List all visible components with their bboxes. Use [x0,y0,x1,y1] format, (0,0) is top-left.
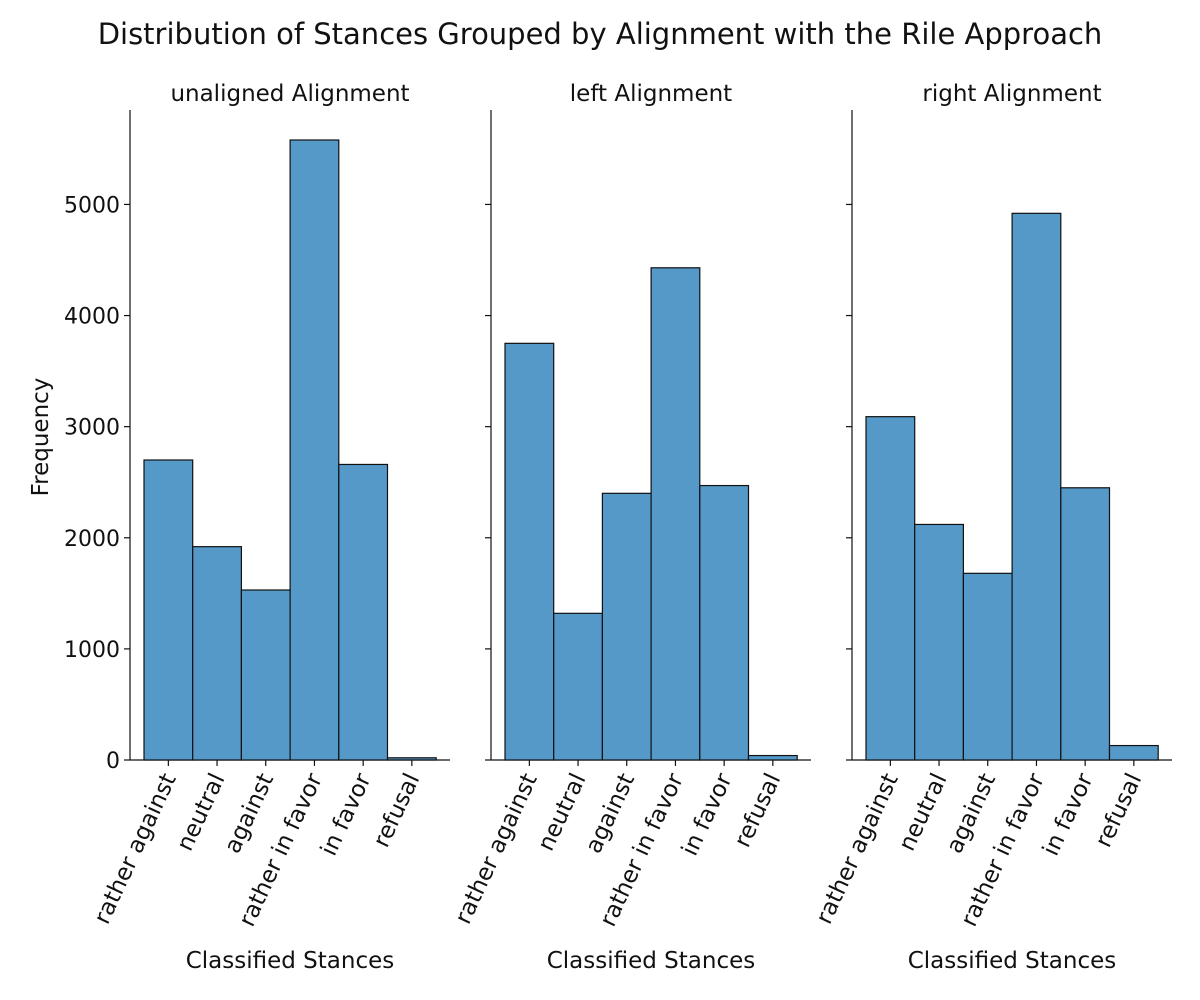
panel-0: unaligned Alignment 0 1000 2000 3000 4000 5000… [64,81,450,974]
bar [386,757,437,761]
x-axis-label: Classified Stances [908,948,1117,974]
bar [914,523,965,761]
bar [1011,212,1062,761]
y-tick-label: 2000 [64,527,120,552]
x-tick-label: rather against [811,770,903,929]
chart-title: Distribution of Stances Grouped by Align… [98,17,1103,51]
bar [240,589,291,761]
bar [1060,487,1111,761]
y-axis-label: Frequency [28,378,54,497]
bar [289,139,340,761]
bar [553,612,604,761]
y-tick-label: 3000 [64,416,120,441]
y-tick-label: 4000 [64,305,120,330]
bar [504,342,555,761]
x-axis-label: Classified Stances [547,948,756,974]
bar [143,459,194,761]
y-tick-label: 1000 [64,638,120,663]
panel-title: right Alignment [922,81,1101,107]
x-tick-label: refusal [369,770,426,852]
x-tick-label: rather against [89,770,181,929]
panels: unaligned Alignment 0 1000 2000 3000 4000 5000… [64,81,1172,974]
bar [699,484,750,761]
y-tick-label: 5000 [64,193,120,218]
bar [338,463,389,761]
bar [747,754,798,761]
panel-title: left Alignment [570,81,732,107]
bar [192,546,242,761]
bar [650,267,701,761]
panel-title: unaligned Alignment [170,81,409,107]
x-axis-label: Classified Stances [186,948,395,974]
bar [865,416,916,761]
bar [601,492,652,761]
bar [1108,744,1159,761]
x-tick-label: rather against [450,770,542,929]
x-tick-label: refusal [730,770,787,852]
y-tick-label: 0 [106,749,120,774]
bar [962,572,1013,761]
x-tick-label: refusal [1091,770,1148,852]
